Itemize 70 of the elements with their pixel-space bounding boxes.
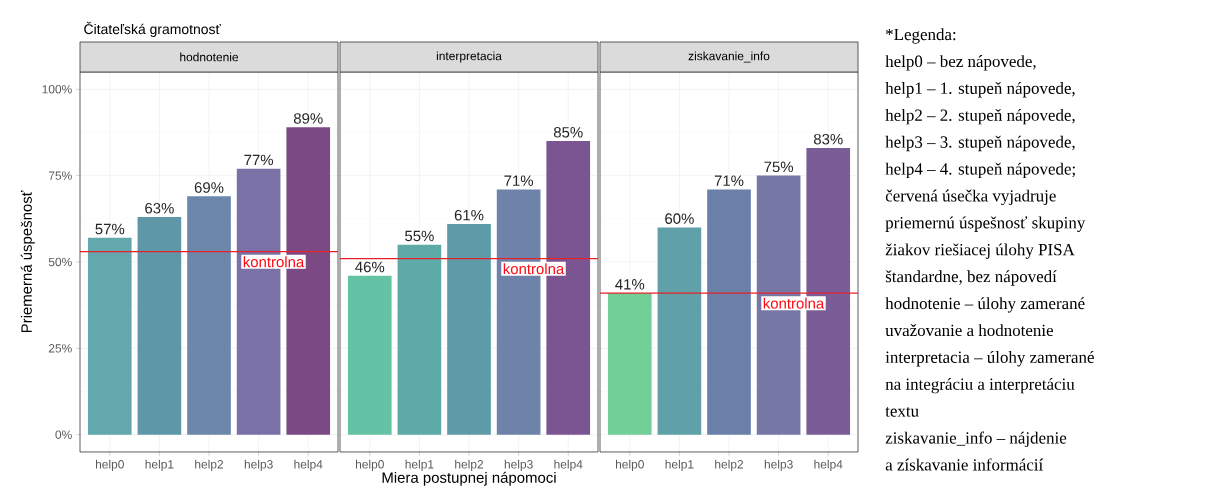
x-tick-label: help3 — [764, 459, 793, 471]
bar — [87, 237, 132, 435]
x-tick-label: help1 — [145, 459, 174, 471]
text: a získavanie informácií — [885, 458, 1044, 471]
data-label: 61% — [454, 209, 484, 221]
text: štandardne, bez nápovedí — [885, 270, 1057, 286]
ref-line-label: kontrolna — [763, 297, 825, 309]
x-tick-label: help3 — [244, 459, 273, 471]
text: help1 – 1. stupeň nápovede, — [885, 82, 1075, 98]
x-tick-label: help2 — [715, 459, 744, 471]
x-tick-label: help3 — [504, 459, 533, 471]
text: uvažovanie a hodnotenie — [885, 324, 1053, 337]
bar — [347, 275, 392, 435]
bar — [187, 196, 231, 435]
data-label: 60% — [665, 213, 694, 224]
text: *Legenda: — [886, 28, 956, 44]
ref-line-label: kontrolna — [503, 263, 565, 275]
data-label: 75% — [764, 161, 794, 173]
text: hodnotenie – úlohy zamerané — [885, 297, 1085, 313]
text: help0 – bez nápovede, — [885, 55, 1036, 71]
chart-title: Čitateľská gramotnosť — [84, 21, 221, 37]
text: priemernú úspešnosť skupiny — [885, 216, 1086, 232]
x-tick-label: help1 — [405, 459, 434, 471]
y-tick-label: 100% — [42, 85, 72, 94]
data-label: 69% — [194, 182, 224, 193]
data-label: 55% — [405, 230, 434, 242]
text: help2 – 2. stupeň nápovede, — [885, 108, 1075, 125]
text: na integráciu a interpretáciu — [885, 377, 1075, 394]
chart-subtitle: ziskavanie_info — [688, 51, 770, 63]
x-tick-label: help2 — [455, 459, 484, 471]
text: help3 – 3. stupeň nápovede, — [885, 135, 1075, 152]
data-label: 89% — [293, 113, 323, 124]
text: žiakov riešiacej úlohy PISA — [885, 243, 1075, 259]
x-tick-label: help0 — [95, 459, 124, 471]
x-tick-label: help4 — [814, 459, 843, 471]
data-label: 85% — [553, 126, 583, 138]
text: ziskavanie_info – nájdenie — [885, 431, 1067, 448]
text: červená úsečka vyjadruje — [885, 189, 1056, 206]
x-tick-label: help0 — [355, 459, 384, 471]
x-tick-label: help4 — [294, 459, 323, 471]
bar — [657, 227, 702, 435]
bar — [607, 293, 652, 435]
data-label: 71% — [504, 175, 534, 186]
x-tick-label: help4 — [554, 459, 583, 471]
chart-subtitle: interpretacia — [436, 51, 502, 63]
bar — [137, 217, 182, 435]
y-tick-label: 25% — [48, 344, 72, 353]
y-tick-label: 50% — [48, 257, 72, 267]
x-tick-label: help2 — [195, 459, 224, 471]
text: interpretacia – úlohy zamerané — [885, 351, 1094, 367]
data-label: 57% — [95, 223, 125, 235]
text: textu — [885, 407, 919, 417]
data-label: 77% — [244, 154, 274, 166]
x-tick-label: help1 — [665, 459, 694, 471]
y-tick-label: 75% — [48, 171, 72, 180]
data-label: 41% — [615, 279, 645, 290]
data-label: 83% — [813, 133, 843, 145]
data-label: 71% — [714, 175, 744, 186]
x-axis-title: Miera postupnej nápomoci — [382, 471, 556, 486]
y-axis-title: Priemerná úspešnosť — [20, 190, 35, 333]
x-tick-label: help0 — [615, 459, 644, 471]
text: help4 – 4. stupeň nápovede; — [885, 162, 1075, 179]
data-label: 46% — [355, 261, 385, 273]
bar — [707, 189, 751, 435]
data-label: 63% — [145, 202, 174, 214]
chart-subtitle: hodnotenie — [180, 52, 239, 62]
bar — [397, 244, 442, 435]
y-tick-label: 0% — [55, 430, 72, 439]
bar — [447, 223, 491, 435]
ref-line-label: kontrolna — [243, 256, 305, 268]
